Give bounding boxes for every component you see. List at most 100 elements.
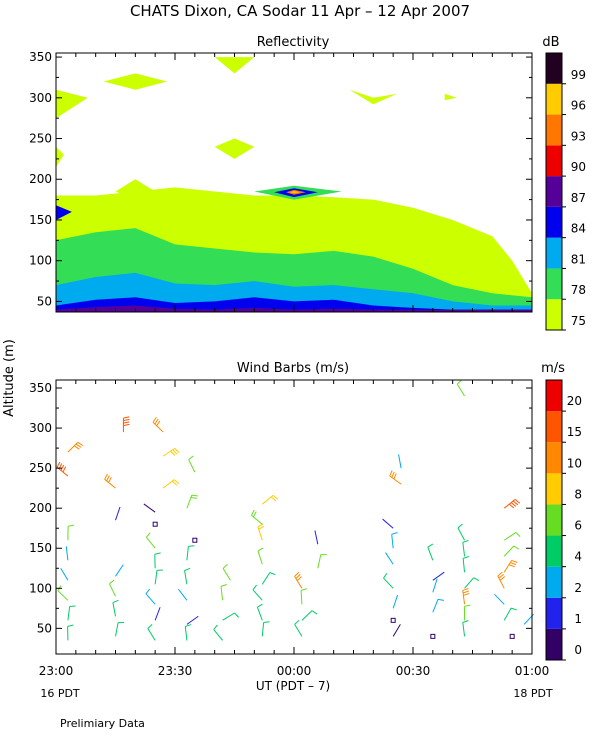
- wind-barb-staff: [464, 577, 475, 589]
- wind-colorbar-label-6: 6: [574, 519, 582, 533]
- wind-barb: [389, 470, 402, 485]
- wind-barb-feather: [67, 624, 74, 627]
- wind-barb-feather: [123, 418, 130, 422]
- wind-barb-feather: [62, 466, 67, 473]
- wind-colorbar-swatch-8: [546, 380, 562, 412]
- wind-barb-staff: [115, 506, 121, 521]
- reflectivity-patch-7: [444, 93, 457, 101]
- wind-colorbar-label-4: 4: [574, 550, 582, 564]
- wind-barb-staff: [147, 628, 156, 641]
- reflectivity-ytick-label-300: 300: [29, 91, 52, 105]
- wind-barb: [186, 545, 195, 561]
- wind-barb: [464, 577, 480, 589]
- footnote: Prelimiary Data: [60, 717, 145, 730]
- wind-barb: [186, 494, 198, 509]
- reflectivity-colorbar-label-78: 78: [571, 283, 586, 297]
- wind-barb-staff: [314, 530, 319, 545]
- wind-ytick-label-50: 50: [37, 621, 52, 635]
- wind-barb: [56, 461, 69, 477]
- reflectivity-colorbar-swatch-4: [546, 176, 562, 207]
- wind-barb-staff: [213, 629, 223, 641]
- wind-barb-feather: [437, 598, 445, 601]
- wind-barb: [147, 623, 156, 641]
- wind-colorbar-label-1: 1: [574, 612, 582, 626]
- wind-barb-staff: [456, 383, 465, 397]
- wind-barb: [503, 545, 520, 557]
- reflectivity-patch-6: [349, 89, 398, 105]
- reflectivity-patch-3: [214, 138, 255, 159]
- wind-barb-feather: [112, 599, 119, 604]
- x-tick-label-0: 23:00: [39, 664, 74, 678]
- wind-barb-feather: [185, 624, 192, 627]
- wind-colorbar-swatch-4: [546, 504, 562, 536]
- wind-barb-feather: [263, 621, 270, 623]
- wind-barb-feather: [222, 563, 228, 569]
- wind-barb-staff: [462, 558, 466, 573]
- reflectivity-edge-patch: [56, 205, 72, 220]
- wind-barb-staff: [383, 577, 394, 589]
- wind-barb-feather: [154, 418, 159, 425]
- reflectivity-colorbar-label-81: 81: [571, 252, 586, 266]
- wind-ytick-label-300: 300: [29, 421, 52, 435]
- wind-barb: [154, 569, 163, 585]
- wind-barb-feather: [152, 416, 157, 423]
- wind-barb: [67, 441, 84, 453]
- wind-barb-staff: [115, 622, 119, 637]
- wind-ytick-label-150: 150: [29, 541, 52, 555]
- wind-barb-feather: [462, 620, 469, 623]
- wind-barb-staff: [294, 624, 303, 637]
- wind-barb: [432, 598, 445, 613]
- reflectivity-patch-2: [214, 57, 255, 74]
- wind-barb-staff: [391, 534, 394, 549]
- wind-barb: [257, 523, 265, 541]
- wind-barb-staff: [503, 607, 512, 621]
- wind-barb-staff: [184, 626, 188, 641]
- wind-barb: [261, 621, 270, 637]
- reflectivity-colorbar-label-90: 90: [571, 160, 586, 174]
- wind-barb: [222, 612, 239, 621]
- wind-calm-marker: [390, 617, 396, 623]
- wind-barb-staff: [300, 590, 303, 605]
- wind-barb-staff: [222, 568, 231, 581]
- wind-barb-feather: [257, 547, 264, 552]
- x-tick-label-1: 23:30: [158, 664, 193, 678]
- reflectivity-colorbar-swatch-0: [546, 299, 562, 330]
- wind-barb-staff: [257, 550, 263, 565]
- wind-barb: [503, 559, 518, 573]
- wind-barb-staff: [392, 594, 399, 609]
- wind-barb-staff: [457, 527, 466, 541]
- wind-barb: [251, 509, 263, 525]
- wind-barb-feather: [294, 619, 300, 625]
- x-tick-label-3: 00:30: [396, 664, 431, 678]
- reflectivity-ytick-label-50: 50: [37, 294, 52, 308]
- wind-barb-staff: [115, 564, 124, 577]
- wind-barb: [162, 479, 180, 489]
- wind-calm-marker: [430, 633, 436, 639]
- wind-barb-feather: [213, 624, 218, 630]
- wind-axes: 50 100 150 200 250 300 350: [29, 379, 533, 655]
- wind-calm-marker: [509, 633, 515, 639]
- wind-barb-staff: [222, 612, 235, 621]
- wind-barb: [115, 622, 125, 637]
- wind-colorbar-swatch-1: [546, 597, 562, 629]
- wind-barb: [104, 473, 116, 489]
- reflectivity-colorbar-label-75: 75: [571, 314, 586, 328]
- wind-barb-feather: [463, 593, 470, 596]
- reflectivity-colorbar-label-96: 96: [571, 99, 586, 113]
- reflectivity-ytick-label-150: 150: [29, 213, 52, 227]
- wind-barb-staff: [462, 542, 466, 557]
- wind-barb: [392, 624, 401, 637]
- wind-barb: [65, 546, 69, 561]
- wind-barb: [398, 454, 402, 469]
- wind-barb: [186, 615, 199, 625]
- local-time-right: 18 PDT: [513, 687, 553, 700]
- wind-barb-staff: [301, 610, 313, 621]
- wind-barb: [503, 499, 521, 509]
- wind-barb-feather: [123, 423, 130, 427]
- wind-barb-feather: [300, 588, 307, 591]
- reflectivity-colorbar-label-99: 99: [571, 68, 586, 82]
- wind-barb: [178, 588, 188, 601]
- wind-colorbar-swatch-5: [546, 473, 562, 505]
- wind-barb: [462, 556, 469, 573]
- wind-barb: [314, 530, 319, 545]
